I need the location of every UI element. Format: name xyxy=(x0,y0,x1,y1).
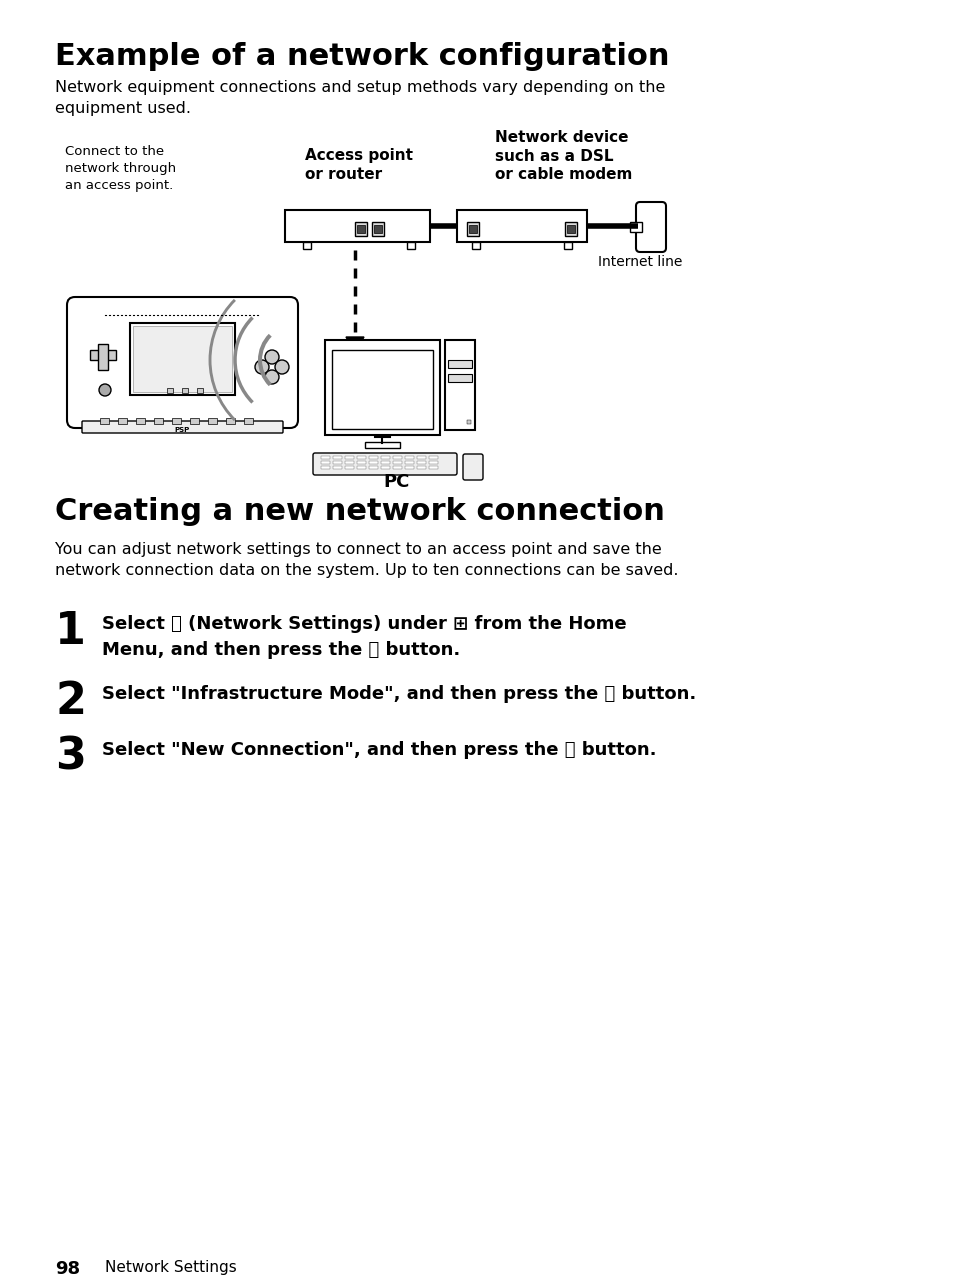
Bar xyxy=(167,388,172,393)
Text: You can adjust network settings to connect to an access point and save the
netwo: You can adjust network settings to conne… xyxy=(55,542,678,578)
Text: Access point
or router: Access point or router xyxy=(305,148,413,181)
Bar xyxy=(345,456,354,459)
Bar xyxy=(356,461,366,464)
Bar xyxy=(456,209,586,242)
Bar xyxy=(393,456,401,459)
FancyBboxPatch shape xyxy=(67,297,297,428)
Bar xyxy=(405,466,414,469)
Bar xyxy=(172,418,181,424)
Bar xyxy=(563,242,572,249)
Bar xyxy=(380,456,390,459)
Text: Network equipment connections and setup methods vary depending on the
equipment : Network equipment connections and setup … xyxy=(55,80,664,116)
Bar xyxy=(372,222,384,236)
Bar xyxy=(333,461,341,464)
Bar xyxy=(369,456,377,459)
Bar xyxy=(130,323,234,394)
Circle shape xyxy=(265,370,278,384)
Bar xyxy=(98,344,108,370)
Bar xyxy=(320,461,330,464)
Bar xyxy=(467,222,478,236)
Bar xyxy=(429,466,437,469)
Bar xyxy=(345,461,354,464)
Bar xyxy=(100,418,109,424)
Bar xyxy=(416,456,426,459)
Text: 1: 1 xyxy=(55,610,86,653)
FancyBboxPatch shape xyxy=(325,341,439,436)
Bar xyxy=(320,456,330,459)
Bar xyxy=(285,209,430,242)
Bar xyxy=(356,466,366,469)
Text: Example of a network configuration: Example of a network configuration xyxy=(55,42,669,71)
Bar xyxy=(369,461,377,464)
Bar xyxy=(393,466,401,469)
Text: 2: 2 xyxy=(55,680,86,723)
Text: Connect to the
network through
an access point.: Connect to the network through an access… xyxy=(65,145,176,191)
Bar xyxy=(472,242,479,249)
Bar xyxy=(405,456,414,459)
Bar xyxy=(303,242,311,249)
FancyArrow shape xyxy=(346,337,364,353)
Circle shape xyxy=(265,350,278,364)
Bar xyxy=(226,418,234,424)
Bar xyxy=(566,225,575,233)
Bar xyxy=(564,222,577,236)
Text: Internet line: Internet line xyxy=(598,254,681,269)
Bar xyxy=(333,466,341,469)
FancyBboxPatch shape xyxy=(636,202,665,252)
Bar xyxy=(356,456,366,459)
Text: Network Settings: Network Settings xyxy=(105,1261,236,1275)
Circle shape xyxy=(274,360,289,374)
Bar xyxy=(369,466,377,469)
Text: PC: PC xyxy=(383,473,410,491)
Circle shape xyxy=(99,384,111,396)
Bar xyxy=(629,222,641,233)
Text: Creating a new network connection: Creating a new network connection xyxy=(55,497,664,526)
Circle shape xyxy=(254,360,269,374)
Text: Select "New Connection", and then press the ⓧ button.: Select "New Connection", and then press … xyxy=(102,741,656,759)
Bar xyxy=(90,350,116,360)
Bar xyxy=(416,466,426,469)
Bar xyxy=(208,418,216,424)
Bar xyxy=(355,222,367,236)
Bar xyxy=(365,442,399,448)
Bar xyxy=(153,418,163,424)
Bar xyxy=(132,326,232,392)
Bar xyxy=(136,418,145,424)
Bar xyxy=(182,388,188,393)
Bar xyxy=(405,461,414,464)
Bar xyxy=(444,341,475,430)
Text: Select ⓗ (Network Settings) under ⊞ from the Home
Menu, and then press the ⓧ but: Select ⓗ (Network Settings) under ⊞ from… xyxy=(102,616,626,659)
Bar xyxy=(374,225,381,233)
Bar xyxy=(469,225,476,233)
Bar xyxy=(190,418,199,424)
Text: Select "Infrastructure Mode", and then press the ⓧ button.: Select "Infrastructure Mode", and then p… xyxy=(102,685,696,703)
Bar xyxy=(333,456,341,459)
Bar xyxy=(380,461,390,464)
Bar xyxy=(467,420,471,424)
Bar xyxy=(320,466,330,469)
Bar xyxy=(356,225,365,233)
Bar xyxy=(416,461,426,464)
Bar xyxy=(393,461,401,464)
Bar xyxy=(345,466,354,469)
Bar xyxy=(332,350,433,429)
Bar xyxy=(448,374,472,382)
Bar xyxy=(244,418,253,424)
Bar xyxy=(196,388,203,393)
Text: PSP: PSP xyxy=(174,427,190,433)
Bar xyxy=(118,418,127,424)
Text: 3: 3 xyxy=(55,736,86,779)
Bar xyxy=(429,461,437,464)
Text: Network device
such as a DSL
or cable modem: Network device such as a DSL or cable mo… xyxy=(495,130,632,182)
Bar xyxy=(407,242,415,249)
Bar xyxy=(380,466,390,469)
FancyBboxPatch shape xyxy=(82,421,283,433)
Bar xyxy=(448,360,472,368)
FancyBboxPatch shape xyxy=(313,454,456,475)
Text: 98: 98 xyxy=(55,1261,80,1279)
FancyBboxPatch shape xyxy=(462,454,482,481)
Bar xyxy=(429,456,437,459)
